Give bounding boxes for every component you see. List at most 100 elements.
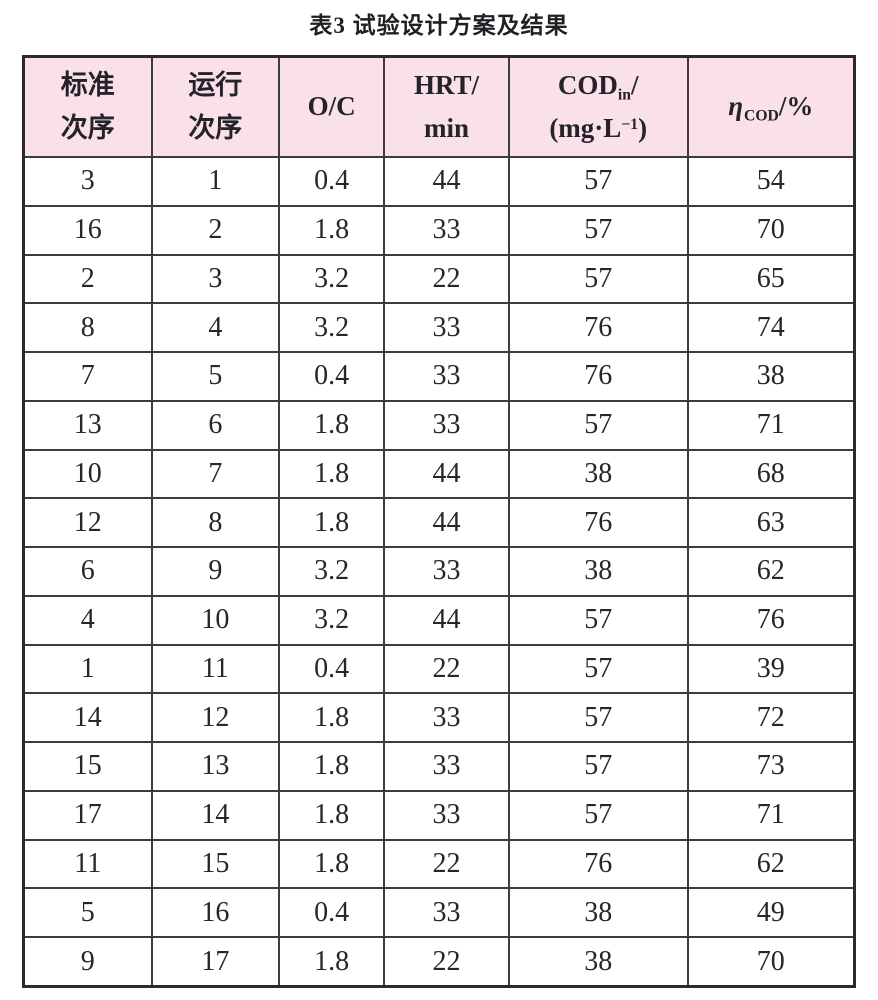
table-row: 4 10 3.2 44 57 76 — [22, 594, 856, 646]
cell-cod-in: 57 — [507, 643, 689, 695]
cell-cod-in: 57 — [507, 204, 689, 256]
cell-cod-in: 76 — [507, 351, 689, 402]
cell-run-order: 5 — [150, 351, 281, 402]
cell-cod-in: 38 — [507, 546, 689, 597]
cell-cod-in: 76 — [507, 302, 689, 353]
cell-cod-in: 57 — [507, 692, 689, 743]
cell-hrt: 22 — [383, 253, 510, 305]
cell-cod-removal: 63 — [686, 497, 856, 548]
cell-run-order: 10 — [150, 594, 281, 646]
table-row: 13 6 1.8 33 57 71 — [22, 399, 856, 451]
cell-oc-ratio: 0.4 — [278, 887, 386, 938]
cell-cod-removal: 65 — [686, 253, 856, 305]
cell-standard-order: 9 — [22, 936, 153, 988]
table-row: 11 15 1.8 22 76 62 — [22, 838, 856, 890]
cell-oc-ratio: 1.8 — [278, 204, 386, 256]
table-row: 17 14 1.8 33 57 71 — [22, 789, 856, 841]
cell-run-order: 11 — [150, 643, 281, 695]
cell-cod-in: 57 — [507, 594, 689, 646]
cell-cod-removal: 70 — [686, 936, 856, 988]
cell-cod-in: 57 — [507, 253, 689, 305]
cell-run-order: 8 — [150, 497, 281, 548]
cell-hrt: 22 — [383, 838, 510, 890]
cell-oc-ratio: 1.8 — [278, 741, 386, 792]
cell-hrt: 33 — [383, 351, 510, 402]
cell-oc-ratio: 0.4 — [278, 643, 386, 695]
column-header-oc-ratio: O/C — [278, 55, 386, 158]
cell-hrt: 33 — [383, 546, 510, 597]
table-row: 10 7 1.8 44 38 68 — [22, 448, 856, 500]
cell-cod-in: 38 — [507, 936, 689, 988]
cell-oc-ratio: 1.8 — [278, 448, 386, 500]
cell-hrt: 22 — [383, 936, 510, 988]
cell-cod-in: 57 — [507, 789, 689, 841]
cell-run-order: 13 — [150, 741, 281, 792]
cell-hrt: 22 — [383, 643, 510, 695]
cell-standard-order: 1 — [22, 643, 153, 695]
cell-cod-in: 57 — [507, 156, 689, 207]
cell-run-order: 3 — [150, 253, 281, 305]
cell-cod-removal: 62 — [686, 838, 856, 890]
cell-cod-removal: 54 — [686, 156, 856, 207]
cell-hrt: 44 — [383, 448, 510, 500]
table-row: 1 11 0.4 22 57 39 — [22, 643, 856, 695]
table-row: 15 13 1.8 33 57 73 — [22, 741, 856, 792]
cell-oc-ratio: 3.2 — [278, 302, 386, 353]
column-header-cod-removal: ηCOD/% — [686, 55, 856, 158]
cell-standard-order: 15 — [22, 741, 153, 792]
table-row: 7 5 0.4 33 76 38 — [22, 351, 856, 402]
table-row: 8 4 3.2 33 76 74 — [22, 302, 856, 353]
table-row: 12 8 1.8 44 76 63 — [22, 497, 856, 548]
cell-hrt: 33 — [383, 789, 510, 841]
cell-standard-order: 10 — [22, 448, 153, 500]
cell-cod-removal: 39 — [686, 643, 856, 695]
cell-cod-removal: 68 — [686, 448, 856, 500]
cell-cod-removal: 74 — [686, 302, 856, 353]
cell-cod-in: 38 — [507, 448, 689, 500]
column-header-standard-order: 标准 次序 — [22, 55, 153, 158]
cell-cod-removal: 72 — [686, 692, 856, 743]
cell-standard-order: 8 — [22, 302, 153, 353]
cell-run-order: 14 — [150, 789, 281, 841]
column-header-run-order: 运行 次序 — [150, 55, 281, 158]
table-body: 3 1 0.4 44 57 54 16 2 1.8 33 57 70 2 3 3.2 22 57 65 8 4 3.2 3… — [22, 156, 856, 988]
cell-standard-order: 5 — [22, 887, 153, 938]
cell-run-order: 17 — [150, 936, 281, 988]
cell-standard-order: 6 — [22, 546, 153, 597]
cell-oc-ratio: 3.2 — [278, 594, 386, 646]
cell-oc-ratio: 3.2 — [278, 546, 386, 597]
table-row: 6 9 3.2 33 38 62 — [22, 546, 856, 597]
cell-standard-order: 11 — [22, 838, 153, 890]
column-header-hrt: HRT/min — [383, 55, 510, 158]
cell-run-order: 1 — [150, 156, 281, 207]
cell-standard-order: 16 — [22, 204, 153, 256]
cell-cod-in: 76 — [507, 497, 689, 548]
cell-oc-ratio: 0.4 — [278, 351, 386, 402]
cell-run-order: 2 — [150, 204, 281, 256]
cell-oc-ratio: 1.8 — [278, 399, 386, 451]
cell-oc-ratio: 1.8 — [278, 692, 386, 743]
cell-oc-ratio: 1.8 — [278, 936, 386, 988]
column-header-cod-in: CODin/(mg·L−1) — [507, 55, 689, 158]
cell-run-order: 7 — [150, 448, 281, 500]
cell-run-order: 9 — [150, 546, 281, 597]
cell-run-order: 15 — [150, 838, 281, 890]
table-row: 16 2 1.8 33 57 70 — [22, 204, 856, 256]
cell-hrt: 33 — [383, 741, 510, 792]
cell-hrt: 44 — [383, 594, 510, 646]
cell-hrt: 33 — [383, 692, 510, 743]
cell-cod-removal: 73 — [686, 741, 856, 792]
cell-oc-ratio: 1.8 — [278, 497, 386, 548]
cell-cod-removal: 38 — [686, 351, 856, 402]
table-row: 9 17 1.8 22 38 70 — [22, 936, 856, 988]
cell-cod-removal: 70 — [686, 204, 856, 256]
cell-hrt: 33 — [383, 887, 510, 938]
table-caption: 表3 试验设计方案及结果 — [309, 13, 569, 38]
cell-hrt: 44 — [383, 497, 510, 548]
table-header-row: 标准 次序 运行 次序 O/C HRT/min CODin/(mg·L−1) ηCOD/% — [22, 55, 856, 158]
cell-standard-order: 12 — [22, 497, 153, 548]
table-header: 标准 次序 运行 次序 O/C HRT/min CODin/(mg·L−1) ηCOD/% — [22, 55, 856, 158]
cell-standard-order: 4 — [22, 594, 153, 646]
cell-run-order: 16 — [150, 887, 281, 938]
